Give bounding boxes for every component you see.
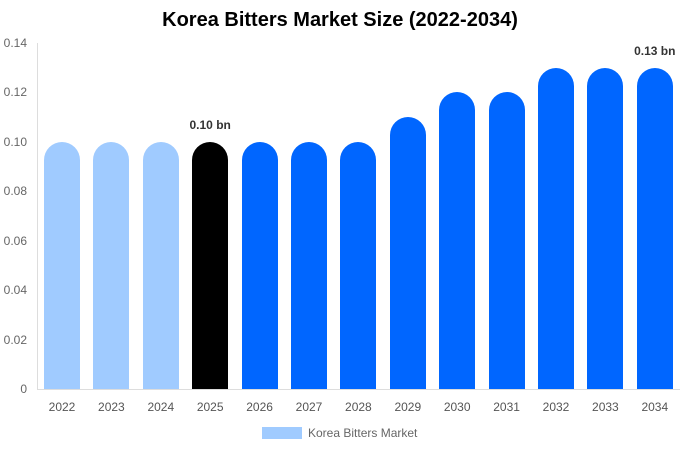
- x-tick-label: 2028: [345, 400, 372, 414]
- data-label: 0.10 bn: [189, 117, 231, 132]
- x-axis-line: [37, 389, 680, 390]
- x-tick-label: 2031: [493, 400, 520, 414]
- legend-label: Korea Bitters Market: [308, 426, 418, 440]
- bar-2032[interactable]: [538, 67, 574, 389]
- data-label: 0.13 bn: [634, 43, 676, 58]
- bar-2026[interactable]: [241, 141, 278, 389]
- bar-2029[interactable]: [389, 117, 426, 389]
- bar-2023[interactable]: [93, 141, 130, 389]
- y-tick-label: 0.06: [3, 233, 27, 248]
- x-tick-label: 2029: [394, 400, 422, 414]
- bar-2030[interactable]: [439, 92, 476, 389]
- x-tick-label: 2022: [48, 400, 76, 414]
- bar-2025[interactable]: [192, 141, 229, 389]
- x-tick-label: 2034: [641, 400, 669, 414]
- y-tick-label: 0.10: [3, 134, 27, 149]
- x-tick-label: 2023: [98, 400, 125, 414]
- y-tick-label: 0.08: [3, 184, 27, 199]
- bar-2027[interactable]: [291, 141, 327, 389]
- y-tick-label: 0.04: [3, 283, 27, 298]
- chart-title: Korea Bitters Market Size (2022-2034): [162, 9, 518, 31]
- bar-2022[interactable]: [44, 141, 80, 389]
- x-tick-label: 2032: [542, 400, 570, 414]
- x-tick-label: 2025: [196, 400, 224, 414]
- x-tick-label: 2024: [147, 400, 175, 414]
- bar-2024[interactable]: [142, 141, 179, 389]
- x-tick-label: 2033: [592, 400, 619, 414]
- y-tick-label: 0.02: [3, 332, 27, 347]
- bar-2028[interactable]: [340, 141, 377, 389]
- y-axis-line: [37, 43, 38, 389]
- x-tick-label: 2026: [246, 400, 273, 414]
- bar-2033[interactable]: [587, 67, 624, 389]
- y-tick-label: 0: [20, 382, 27, 396]
- legend-swatch: [262, 427, 302, 439]
- x-tick-label: 2030: [443, 400, 471, 414]
- legend[interactable]: Korea Bitters Market: [262, 426, 417, 440]
- bar-2031[interactable]: [488, 92, 525, 389]
- y-tick-label: 0.14: [3, 36, 27, 50]
- y-tick-label: 0.12: [3, 85, 27, 100]
- x-tick-label: 2027: [295, 400, 323, 414]
- bar-2034[interactable]: [636, 67, 673, 389]
